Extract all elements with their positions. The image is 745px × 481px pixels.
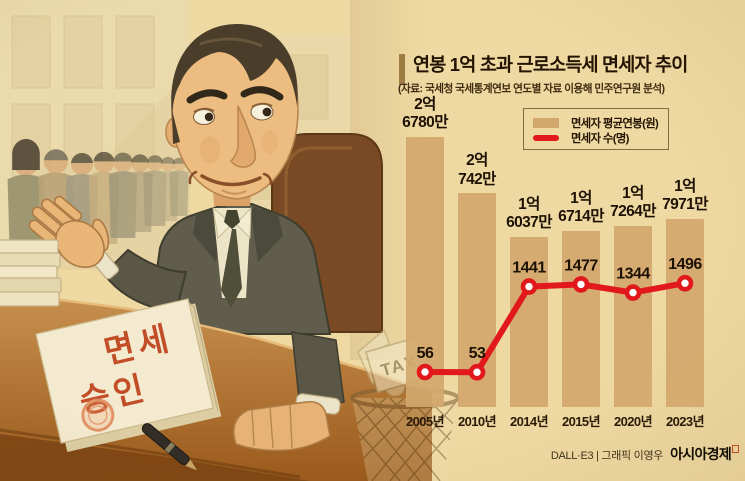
credit-line: DALL·E3 | 그래픽 이영우 아시아경제 xyxy=(551,444,739,464)
chart-legend: 면세자 평균연봉(원) 면세자 수(명) xyxy=(523,108,669,150)
legend-item-avg-salary: 면세자 평균연봉(원) xyxy=(533,115,668,130)
bar-value-label: 1억 6037만 xyxy=(506,195,552,232)
x-axis-label: 2014년 xyxy=(510,414,548,429)
x-axis-label: 2020년 xyxy=(614,414,652,429)
legend-item-exempt-count: 면세자 수(명) xyxy=(533,130,668,145)
x-axis-label: 2015년 xyxy=(562,414,600,429)
x-axis-label: 2023년 xyxy=(666,414,704,429)
avg-salary-bar xyxy=(613,225,653,407)
x-axis-label: 2005년 xyxy=(406,414,444,429)
bar-value-label: 1억 7264만 xyxy=(610,184,656,221)
legend-label: 면세자 평균연봉(원) xyxy=(571,117,659,130)
avg-salary-bar xyxy=(509,236,549,407)
chart-source-note: (자료: 국세청 국세통계연보 연도별 자료 이용해 민주연구원 분석) xyxy=(398,83,665,95)
brand-logo-text: 아시아경제 xyxy=(670,446,732,462)
bar-swatch-icon xyxy=(533,117,559,128)
bar-value-label: 2억 742만 xyxy=(458,152,496,188)
line-swatch-icon xyxy=(533,134,559,141)
avg-salary-bar xyxy=(665,218,705,407)
x-axis-label: 2010년 xyxy=(458,414,496,429)
title-accent-bar xyxy=(399,54,405,85)
brand-logo-mark-icon xyxy=(732,445,739,453)
bar-value-label: 1억 7971만 xyxy=(662,177,708,214)
avg-salary-bar xyxy=(561,230,601,407)
bar-value-label: 1억 6714만 xyxy=(558,189,604,226)
credit-text: DALL·E3 | 그래픽 이영우 xyxy=(550,450,664,462)
chart-title: 연봉 1억 초과 근로소득세 면세자 추이 xyxy=(413,54,688,75)
legend-label: 면세자 수(명) xyxy=(571,132,629,145)
bar-value-label: 2억 6780만 xyxy=(402,95,448,132)
